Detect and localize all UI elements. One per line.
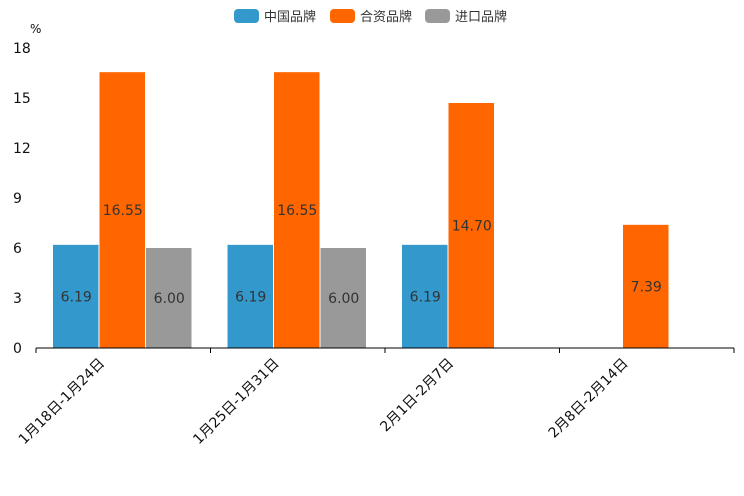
y-tick-label: 0 — [13, 341, 22, 357]
legend-swatch — [234, 9, 259, 23]
bar — [623, 224, 669, 348]
legend-item[interactable]: 进口品牌 — [425, 9, 507, 25]
bar — [99, 72, 145, 349]
data-label: 7.39 — [631, 279, 662, 295]
legend: 中国品牌 合资品牌 进口品牌 — [234, 9, 507, 25]
bar — [448, 103, 494, 348]
x-tick-label: 2月8日-2月14日 — [546, 356, 632, 442]
x-tick-label: 2月1日-2月7日 — [377, 356, 457, 436]
data-label: 16.55 — [277, 203, 317, 219]
y-tick-label: 15 — [13, 91, 31, 107]
bar — [274, 72, 320, 349]
y-tick-label: 6 — [13, 241, 22, 257]
x-axis: 1月18日-1月24日 1月25日-1月31日 2月1日-2月7日 2月8日-2月14… — [16, 348, 735, 448]
legend-swatch — [330, 9, 355, 23]
data-label: 14.70 — [452, 219, 492, 235]
legend-label: 中国品牌 — [264, 9, 316, 25]
bar — [146, 248, 192, 348]
x-tick-label: 1月18日-1月24日 — [16, 356, 108, 448]
plot-area: 6.19 6.19 6.19 16.55 16.55 14.70 7.39 6.00 6.00 — [53, 72, 669, 349]
y-tick-label: 9 — [13, 191, 22, 207]
legend-item[interactable]: 合资品牌 — [330, 9, 412, 25]
bar — [402, 244, 448, 348]
data-label: 16.55 — [103, 203, 143, 219]
y-axis-unit: % — [30, 22, 41, 36]
bar — [320, 248, 366, 348]
y-tick-label: 12 — [13, 141, 31, 157]
data-label: 6.19 — [235, 289, 266, 305]
bar — [53, 244, 99, 348]
x-tick-label: 1月25日-1月31日 — [190, 356, 282, 448]
legend-swatch — [425, 9, 450, 23]
legend-label: 合资品牌 — [360, 9, 412, 25]
y-tick-label: 3 — [13, 291, 22, 307]
data-label: 6.19 — [410, 289, 441, 305]
bar — [227, 244, 273, 348]
data-label: 6.00 — [154, 291, 185, 307]
data-label: 6.19 — [61, 289, 92, 305]
y-axis: 0 3 6 9 12 15 18 — [13, 41, 31, 357]
legend-item[interactable]: 中国品牌 — [234, 9, 316, 25]
legend-label: 进口品牌 — [455, 9, 507, 25]
data-label: 6.00 — [328, 291, 359, 307]
y-tick-label: 18 — [13, 41, 31, 57]
